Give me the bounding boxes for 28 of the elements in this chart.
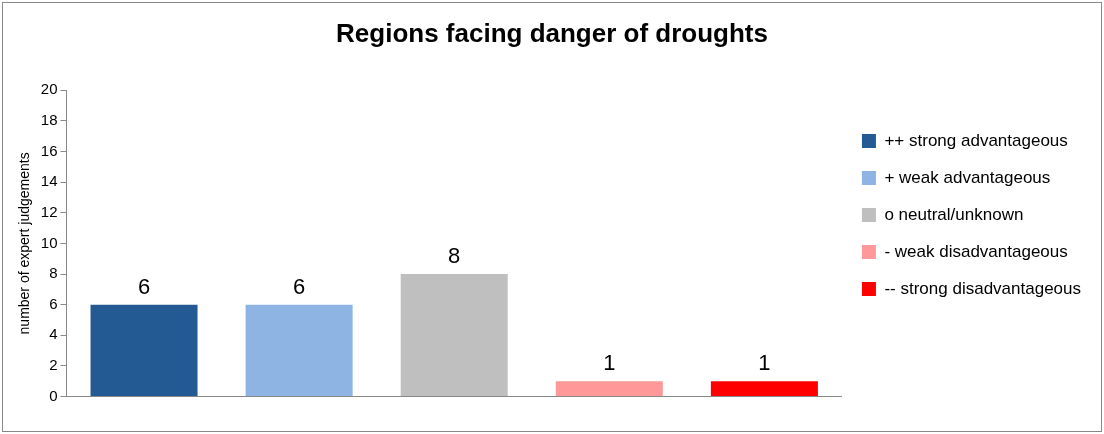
bar [90, 304, 198, 397]
chart-title: Regions facing danger of droughts [336, 17, 768, 48]
data-label: 1 [758, 350, 771, 376]
data-label: 6 [137, 273, 151, 299]
y-tick-label: 14 [40, 172, 58, 190]
legend-label: -- strong disadvantageous [884, 278, 1081, 298]
bar [400, 274, 508, 397]
legend-label: + weak advantageous [884, 167, 1051, 187]
bar [710, 381, 818, 397]
bar [555, 381, 663, 397]
legend-label: o neutral/unknown [884, 204, 1024, 224]
data-label: 6 [293, 273, 306, 299]
y-tick-label: 2 [49, 356, 58, 374]
y-tick-label: 8 [49, 264, 58, 282]
y-tick-label: 6 [49, 294, 58, 312]
y-tick-label: 10 [40, 233, 58, 251]
y-tick-label: 12 [40, 202, 58, 220]
y-tick-label: 20 [40, 80, 58, 98]
y-tick-label: 16 [40, 141, 58, 159]
y-axis-title: number of expert judgements [16, 152, 33, 335]
y-tick-label: 18 [40, 110, 58, 128]
y-tick-label: 4 [49, 325, 58, 343]
legend-label: - weak disadvantageous [884, 241, 1068, 261]
bar [245, 304, 353, 397]
data-label: 8 [448, 243, 461, 269]
legend-label: ++ strong advantageous [884, 130, 1068, 150]
y-tick-label: 0 [49, 386, 58, 404]
data-label: 1 [603, 350, 616, 376]
